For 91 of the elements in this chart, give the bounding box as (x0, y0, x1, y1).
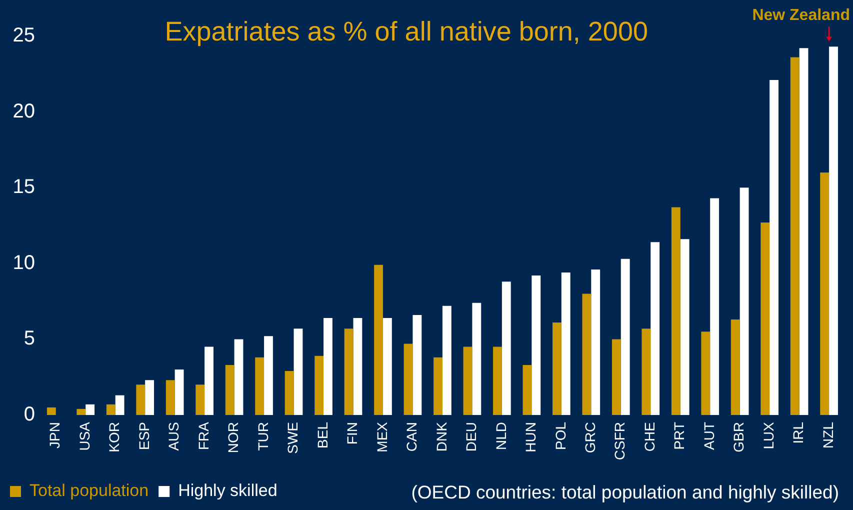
x-tick-label: GBR (730, 422, 747, 452)
bar (582, 294, 592, 415)
bar (46, 407, 56, 415)
x-tick-label: BEL (314, 422, 330, 448)
x-tick-label: MEX (374, 421, 390, 452)
bar (353, 318, 362, 415)
y-tick-label: 0 (24, 404, 35, 426)
x-tick-label: KOR (106, 422, 122, 452)
x-tick-label: PRT (671, 422, 688, 450)
x-tick-label: USA (76, 421, 92, 451)
bar (115, 395, 124, 415)
y-tick-label: 5 (24, 328, 35, 350)
bar (284, 371, 294, 415)
x-tick-label: JPN (46, 422, 63, 448)
x-tick-label: FRA (195, 421, 212, 450)
x-tick-label: CHE (641, 422, 658, 452)
bar (166, 380, 175, 415)
bar (344, 328, 354, 415)
bar (532, 276, 541, 415)
bar (204, 346, 214, 415)
bar (620, 258, 630, 415)
bar (552, 322, 562, 415)
x-tick-label: CSFR (612, 422, 628, 460)
bar (799, 48, 808, 415)
annotation: New Zealand (752, 7, 850, 24)
x-tick-label: ESP (136, 422, 152, 450)
bar (561, 272, 570, 415)
bar (106, 404, 116, 415)
x-tick-label: NZL (820, 422, 836, 448)
bar (76, 408, 86, 415)
bar (174, 370, 184, 415)
x-tick-label: AUS (166, 422, 182, 451)
bar (196, 384, 205, 415)
bar (710, 198, 720, 415)
bar (255, 357, 264, 415)
bar (642, 328, 651, 415)
bar (136, 384, 146, 415)
x-tick-label: POL (552, 422, 568, 450)
text: (OECD countries: total population and highly skilled) (411, 482, 839, 503)
x-tick-label: IRL (790, 422, 806, 444)
y-tick-label: 25 (12, 24, 35, 47)
bar (671, 207, 680, 415)
bar (760, 222, 770, 415)
x-tick-label: HUN (522, 422, 539, 452)
bar (294, 328, 303, 415)
bar (412, 314, 422, 415)
bar (382, 318, 392, 415)
bar (434, 357, 442, 415)
bar (680, 239, 690, 415)
x-tick-label: NLD (492, 422, 509, 450)
bar (225, 364, 234, 415)
bar (522, 364, 532, 415)
x-tick-label: TUR (254, 422, 271, 451)
bar (790, 57, 800, 415)
bar (145, 380, 154, 415)
x-tick-label: GRC (582, 422, 598, 454)
bar (472, 302, 482, 415)
bar (770, 80, 778, 415)
x-tick-label: FIN (344, 422, 360, 445)
bar (829, 46, 838, 415)
legend-label: Highly skilled (178, 481, 278, 500)
bar (314, 356, 324, 415)
bar (740, 188, 749, 415)
bar (264, 336, 273, 415)
x-tick-label: AUT (700, 422, 717, 450)
bar (442, 306, 452, 415)
y-tick-label: 15 (12, 176, 35, 198)
bar (650, 242, 660, 415)
bar (404, 344, 413, 415)
x-tick-label: SWE (284, 422, 301, 454)
bar (701, 332, 710, 415)
bar (820, 172, 830, 415)
bar (493, 346, 502, 415)
bar (612, 339, 621, 415)
bar (324, 318, 332, 415)
x-tick-label: NOR (225, 422, 242, 454)
bar (463, 346, 472, 415)
bar (502, 282, 511, 415)
x-tick-label: DEU (463, 422, 480, 452)
x-tick-label: CAN (404, 422, 420, 452)
x-tick-label: LUX (760, 421, 776, 450)
chart-title: Expatriates as % of all native born, 2000 (164, 16, 648, 46)
bar (86, 404, 95, 415)
y-tick-label: 20 (12, 100, 35, 122)
bar (591, 269, 600, 415)
y-tick-label: 10 (12, 252, 35, 274)
legend-label: Total population (30, 481, 149, 500)
bar (234, 339, 244, 415)
bar (374, 264, 383, 415)
x-tick-label: DNK (433, 421, 450, 452)
bar (730, 319, 740, 415)
